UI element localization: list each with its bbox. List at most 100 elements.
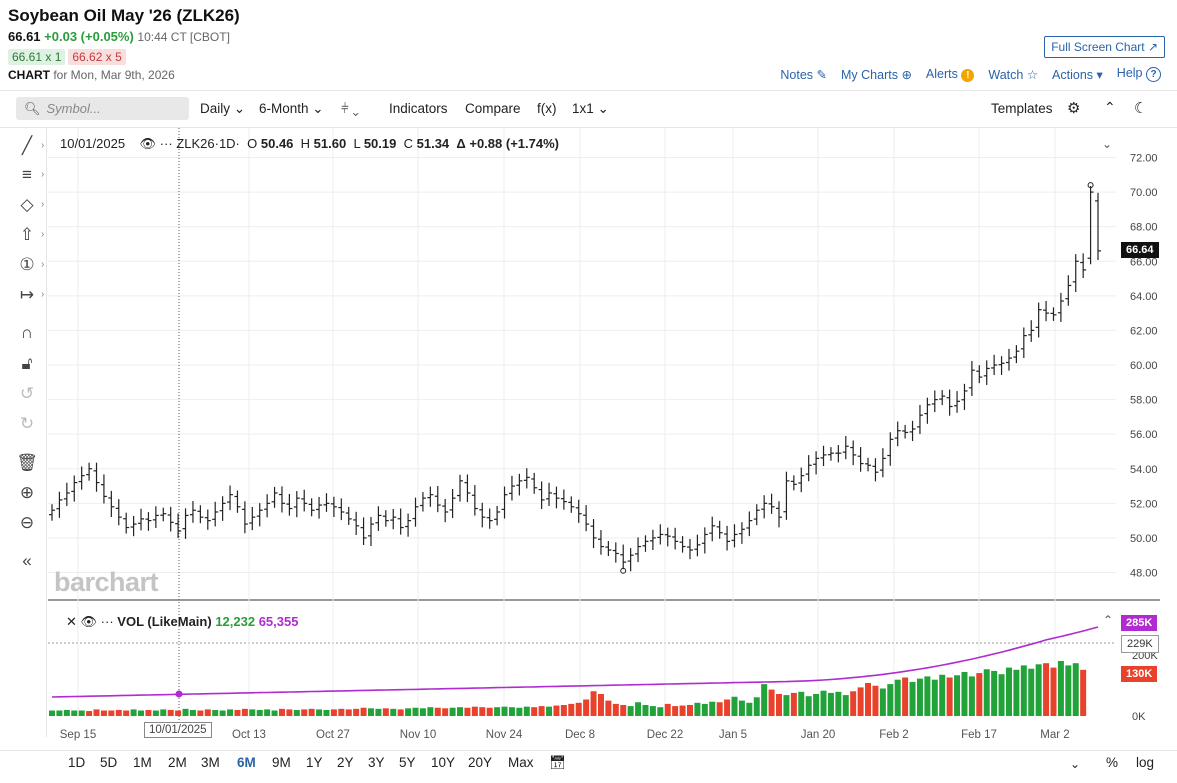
y-tick-label: 66.00 bbox=[1130, 256, 1158, 268]
vol-tick-label: 0K bbox=[1132, 711, 1146, 723]
templates-button[interactable]: Templates bbox=[991, 101, 1053, 116]
chart-type-select[interactable]: ⫩ ⌄ bbox=[341, 101, 359, 117]
zoom-out-icon[interactable]: ⊖ bbox=[19, 513, 35, 532]
volume-bar bbox=[397, 709, 404, 716]
volume-bar bbox=[100, 710, 107, 716]
watch-link[interactable]: Watch ☆ bbox=[988, 67, 1038, 82]
volume-bar bbox=[56, 710, 63, 716]
annotation-tool-icon[interactable]: ① › bbox=[19, 255, 45, 274]
volume-bar bbox=[738, 700, 745, 716]
vol-tick-label: 200K bbox=[1132, 650, 1158, 662]
period-5y[interactable]: 5Y bbox=[399, 755, 416, 770]
volume-bar bbox=[353, 708, 360, 716]
x-tick-label: Oct 27 bbox=[316, 729, 350, 741]
more-icon[interactable]: ··· bbox=[100, 614, 114, 629]
notes-link[interactable]: Notes ✎ bbox=[780, 67, 827, 82]
volume-bar bbox=[916, 678, 923, 716]
period-max[interactable]: Max bbox=[508, 755, 534, 770]
volume-bar bbox=[724, 699, 731, 716]
volume-bar bbox=[753, 697, 760, 716]
eye-icon[interactable]: 👁︎ bbox=[80, 614, 98, 629]
volume-bar bbox=[798, 691, 805, 716]
x-tick-label: Nov 10 bbox=[400, 729, 436, 741]
volume-bar bbox=[338, 708, 345, 716]
period-1d[interactable]: 1D bbox=[68, 755, 86, 770]
volume-bar bbox=[316, 709, 323, 716]
volume-bar bbox=[924, 676, 931, 716]
volume-bar bbox=[538, 706, 545, 716]
eye-icon[interactable]: 👁︎ bbox=[139, 136, 157, 151]
volume-bar bbox=[234, 709, 241, 716]
indicators-button[interactable]: Indicators bbox=[389, 101, 448, 116]
period-9m[interactable]: 9M bbox=[272, 755, 291, 770]
y-tick-label: 64.00 bbox=[1130, 291, 1158, 303]
low-marker bbox=[620, 567, 627, 574]
volume-bar bbox=[442, 708, 449, 716]
close-icon[interactable]: ✕ bbox=[66, 614, 77, 629]
volume-bar bbox=[827, 692, 834, 716]
period-1m[interactable]: 1M bbox=[133, 755, 152, 770]
collapse-left-icon[interactable]: « bbox=[22, 551, 32, 570]
period-3y[interactable]: 3Y bbox=[368, 755, 385, 770]
x-tick-label: Feb 2 bbox=[879, 729, 908, 741]
period-5d[interactable]: 5D bbox=[100, 755, 118, 770]
chevron-right-icon: › bbox=[41, 289, 45, 300]
period-10y[interactable]: 10Y bbox=[431, 755, 456, 770]
period-2y[interactable]: 2Y bbox=[337, 755, 354, 770]
page-title: Soybean Oil May '26 (ZLK26) bbox=[8, 6, 240, 25]
period-2m[interactable]: 2M bbox=[168, 755, 187, 770]
chevron-up-icon[interactable]: ⌃ bbox=[1103, 613, 1114, 627]
redo-icon[interactable]: ↻ bbox=[19, 414, 35, 433]
period-20y[interactable]: 20Y bbox=[468, 755, 493, 770]
y-tick-label: 72.00 bbox=[1130, 153, 1158, 165]
volume-bar bbox=[1013, 669, 1020, 716]
crosshair-avg-dot bbox=[175, 690, 183, 698]
measure-tool-icon[interactable]: ↦ › bbox=[19, 285, 45, 304]
line-tool-icon[interactable]: ╱ › bbox=[21, 136, 45, 155]
dark-mode-icon[interactable]: ☾ bbox=[1134, 100, 1148, 117]
interval-select[interactable]: Daily ⌄ bbox=[200, 101, 245, 117]
help-link[interactable]: Help ? bbox=[1117, 66, 1161, 82]
volume-bar bbox=[86, 711, 93, 716]
arrow-tool-icon[interactable]: ⇧ › bbox=[19, 225, 45, 244]
period-6m[interactable]: 6M bbox=[237, 755, 256, 770]
undo-icon[interactable]: ↺ bbox=[19, 384, 35, 403]
calendar-icon[interactable]: 📅︎ bbox=[549, 755, 567, 770]
range-select[interactable]: 6-Month ⌄ bbox=[259, 101, 324, 117]
y-tick-label: 68.00 bbox=[1130, 222, 1158, 234]
chevron-down-icon[interactable]: ⌄ bbox=[1070, 757, 1081, 771]
zoom-in-icon[interactable]: ⊕ bbox=[19, 483, 35, 502]
compare-button[interactable]: Compare bbox=[465, 101, 521, 116]
collapse-up-icon[interactable]: ⌃ bbox=[1104, 99, 1116, 115]
more-icon[interactable]: ··· bbox=[159, 136, 173, 151]
layout-select[interactable]: 1x1 ⌄ bbox=[572, 101, 609, 117]
shape-tool-icon[interactable]: ◇ › bbox=[20, 195, 45, 214]
symbol-search-input[interactable]: 🔍︎ Symbol... bbox=[16, 97, 189, 120]
alerts-link[interactable]: Alerts ! bbox=[926, 67, 975, 82]
trash-icon[interactable]: 🗑︎ bbox=[16, 453, 38, 472]
full-screen-button[interactable]: Full Screen Chart ↗ bbox=[1044, 36, 1165, 58]
fib-tool-icon[interactable]: ≡ › bbox=[22, 165, 45, 184]
magnet-icon[interactable]: ∩ bbox=[20, 323, 34, 342]
volume-bar bbox=[531, 707, 538, 716]
open-label: O bbox=[247, 136, 258, 151]
my-charts-link[interactable]: My Charts ⊕ bbox=[841, 67, 912, 82]
period-1y[interactable]: 1Y bbox=[306, 755, 323, 770]
last-price-tag: 66.64 bbox=[1121, 242, 1159, 258]
log-toggle[interactable]: log bbox=[1136, 755, 1155, 770]
percent-toggle[interactable]: % bbox=[1106, 755, 1119, 770]
lock-icon[interactable]: 🔓︎ bbox=[21, 354, 33, 373]
period-3m[interactable]: 3M bbox=[201, 755, 220, 770]
crosshair-volume-tag: 229K bbox=[1121, 635, 1159, 653]
chevron-right-icon: › bbox=[41, 140, 45, 151]
actions-menu[interactable]: Actions ▾ bbox=[1052, 67, 1103, 82]
gear-icon[interactable]: ⚙ bbox=[1067, 100, 1081, 117]
chevron-down-icon[interactable]: ⌄ bbox=[1102, 137, 1113, 151]
function-button[interactable]: f(x) bbox=[537, 101, 557, 116]
volume-bar bbox=[590, 691, 597, 716]
volume-bar bbox=[649, 706, 656, 716]
volume-bar bbox=[627, 706, 634, 716]
full-screen-label: Full Screen Chart bbox=[1051, 40, 1145, 54]
volume-bar bbox=[642, 705, 649, 716]
